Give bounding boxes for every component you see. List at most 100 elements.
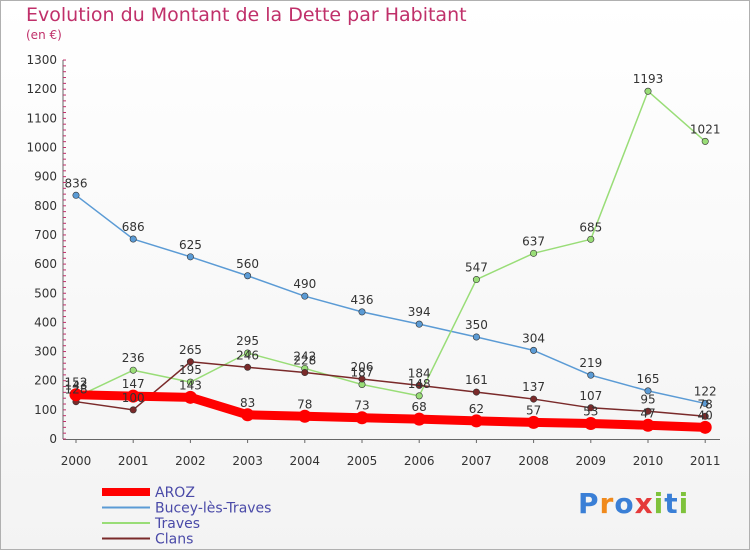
data-point	[129, 406, 137, 414]
data-point	[701, 412, 709, 420]
x-tick-label: 2003	[232, 454, 263, 468]
data-point	[527, 415, 541, 429]
data-point	[644, 387, 652, 395]
data-label: 304	[522, 331, 545, 345]
data-label: 436	[351, 293, 374, 307]
data-point	[301, 292, 309, 300]
data-label: 836	[65, 176, 88, 190]
logo-letter: x	[634, 487, 654, 520]
y-tick-label: 1100	[26, 111, 57, 125]
data-label: 206	[351, 360, 374, 374]
y-tick-label: 0	[49, 432, 57, 446]
x-tick-label: 2006	[404, 454, 435, 468]
legend-label: Bucey-lès-Traves	[155, 501, 271, 517]
y-unit-label: (en €)	[26, 28, 62, 42]
data-label: 143	[65, 378, 88, 392]
proxiti-logo: Proxiti	[578, 487, 689, 520]
x-tick-label: 2007	[461, 454, 492, 468]
data-point	[126, 389, 140, 403]
data-label: 62	[469, 402, 484, 416]
y-tick-label: 100	[34, 403, 57, 417]
y-tick-label: 700	[34, 228, 57, 242]
data-label: 128	[65, 383, 88, 397]
data-point	[244, 349, 252, 357]
data-label: 53	[583, 405, 598, 419]
x-tick-label: 2010	[633, 454, 664, 468]
logo-letter: t	[664, 487, 679, 520]
x-tick-label: 2000	[61, 454, 92, 468]
data-point	[530, 346, 538, 354]
data-label: 83	[240, 396, 255, 410]
x-tick-label: 2005	[347, 454, 378, 468]
data-label: 40	[698, 408, 713, 422]
data-label: 265	[179, 343, 202, 357]
data-point	[355, 411, 369, 425]
data-label: 490	[293, 277, 316, 291]
data-label: 165	[637, 372, 660, 386]
data-point	[587, 404, 595, 412]
x-tick-label: 2011	[690, 454, 721, 468]
data-point	[244, 363, 252, 371]
data-point	[701, 399, 709, 407]
data-point	[298, 409, 312, 423]
data-label: 78	[297, 397, 312, 411]
data-point	[358, 308, 366, 316]
data-label: 137	[522, 380, 545, 394]
logo-letter: o	[614, 487, 635, 520]
series-line-aroz	[71, 390, 710, 432]
x-tick-label: 2001	[118, 454, 149, 468]
data-label: 219	[579, 356, 602, 370]
data-label: 547	[465, 261, 488, 275]
data-point	[129, 235, 137, 243]
data-point	[69, 388, 83, 402]
series-line-bucey-l-s-traves	[75, 194, 706, 405]
data-label: 152	[65, 376, 88, 390]
data-label: 57	[526, 403, 541, 417]
data-label: 1193	[633, 72, 664, 86]
data-label: 228	[293, 354, 316, 368]
data-label: 148	[408, 377, 431, 391]
y-tick-label: 600	[34, 257, 57, 271]
data-point	[412, 412, 426, 426]
x-tick-label: 2002	[175, 454, 206, 468]
data-label: 236	[122, 351, 145, 365]
data-label: 242	[293, 349, 316, 363]
logo-letter: i	[678, 487, 690, 520]
data-point	[183, 390, 197, 404]
data-label: 147	[122, 377, 145, 391]
data-point	[469, 414, 483, 428]
data-point	[530, 249, 538, 257]
y-tick-label: 900	[34, 170, 57, 184]
y-tick-label: 1000	[26, 141, 57, 155]
data-point	[584, 417, 598, 431]
data-point	[186, 358, 194, 366]
data-point	[472, 276, 480, 284]
data-point	[530, 395, 538, 403]
y-tick-label: 400	[34, 315, 57, 329]
y-tick-label: 800	[34, 199, 57, 213]
y-tick-label: 300	[34, 345, 57, 359]
logo-letter: P	[578, 487, 600, 520]
data-label: 161	[465, 373, 488, 387]
data-label: 560	[236, 257, 259, 271]
data-point	[241, 408, 255, 422]
data-label: 295	[236, 334, 259, 348]
data-point	[587, 371, 595, 379]
data-label: 195	[179, 363, 202, 377]
data-point	[72, 191, 80, 199]
x-tick-label: 2004	[290, 454, 321, 468]
data-point	[644, 407, 652, 415]
x-tick-label: 2009	[576, 454, 607, 468]
data-point	[472, 388, 480, 396]
legend-label: AROZ	[155, 485, 195, 501]
chart-title: Evolution du Montant de la Dette par Hab…	[26, 4, 467, 26]
series-line-clans	[75, 361, 706, 418]
data-label: 73	[354, 399, 369, 413]
data-point	[186, 253, 194, 261]
data-point	[186, 378, 194, 386]
data-point	[415, 381, 423, 389]
data-label: 107	[579, 389, 602, 403]
data-label: 625	[179, 238, 202, 252]
